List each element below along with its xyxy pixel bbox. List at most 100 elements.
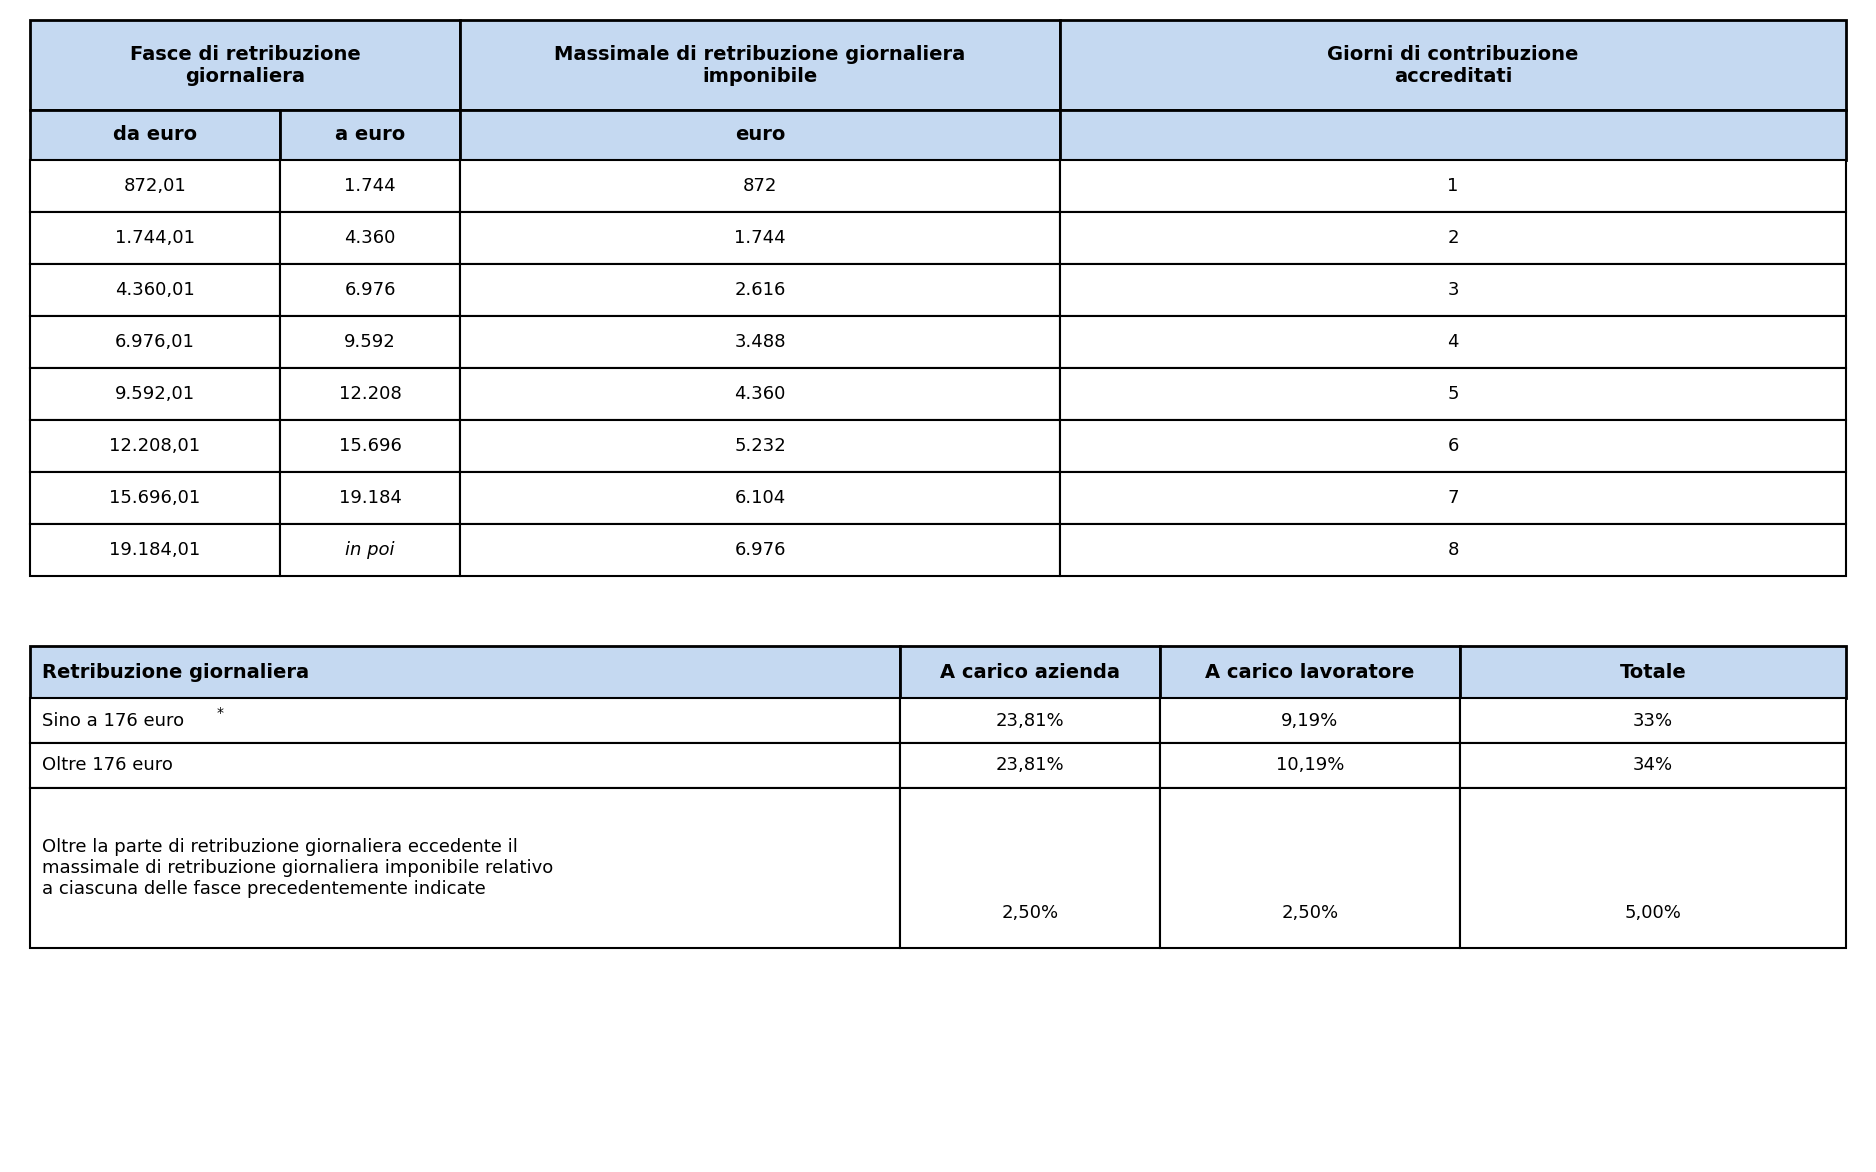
Bar (30, 20, 460, 110)
Bar (460, 212, 1060, 264)
Text: 5: 5 (1446, 384, 1460, 403)
Text: 3: 3 (1446, 281, 1460, 299)
Bar (1159, 743, 1460, 788)
Text: 15.696: 15.696 (338, 437, 401, 455)
Bar (1060, 316, 1846, 368)
Bar (30, 161, 280, 212)
Text: 12.208: 12.208 (340, 384, 401, 403)
Text: 19.184: 19.184 (338, 489, 401, 507)
Bar (460, 524, 1060, 575)
Bar (1460, 788, 1846, 948)
Bar (280, 524, 460, 575)
Text: a euro: a euro (336, 125, 405, 144)
Bar (30, 743, 900, 788)
Bar (460, 161, 1060, 212)
Bar (1060, 420, 1846, 472)
Text: 4.360,01: 4.360,01 (114, 281, 195, 299)
Bar (30, 420, 280, 472)
Bar (30, 264, 280, 316)
Text: 2,50%: 2,50% (1281, 904, 1339, 922)
Bar (280, 420, 460, 472)
Bar (280, 161, 460, 212)
Text: Retribuzione giornaliera: Retribuzione giornaliera (41, 662, 310, 681)
Text: Massimale di retribuzione giornaliera
imponibile: Massimale di retribuzione giornaliera im… (555, 45, 966, 86)
Bar (1060, 110, 1846, 161)
Text: A carico azienda: A carico azienda (940, 662, 1120, 681)
Bar (1460, 646, 1846, 699)
Bar (1159, 646, 1460, 699)
Text: 15.696,01: 15.696,01 (109, 489, 201, 507)
Bar (30, 646, 900, 699)
Bar (280, 368, 460, 420)
Bar (1460, 699, 1846, 743)
Bar (30, 368, 280, 420)
Text: 9.592,01: 9.592,01 (114, 384, 195, 403)
Bar (1460, 743, 1846, 788)
Text: Fasce di retribuzione
giornaliera: Fasce di retribuzione giornaliera (129, 45, 360, 86)
Bar (1060, 20, 1846, 110)
Text: 8: 8 (1446, 541, 1460, 559)
Text: da euro: da euro (113, 125, 197, 144)
Text: *: * (218, 706, 223, 720)
Bar (280, 212, 460, 264)
Bar (1060, 472, 1846, 524)
Text: 12.208,01: 12.208,01 (109, 437, 201, 455)
Bar (460, 264, 1060, 316)
Text: 1.744: 1.744 (734, 229, 786, 247)
Bar (460, 316, 1060, 368)
Text: in poi: in poi (345, 541, 394, 559)
Text: Giorni di contribuzione
accreditati: Giorni di contribuzione accreditati (1328, 45, 1580, 86)
Bar (1060, 212, 1846, 264)
Text: 2.616: 2.616 (734, 281, 786, 299)
Bar (1159, 788, 1460, 948)
Bar (1159, 699, 1460, 743)
Text: 5.232: 5.232 (734, 437, 786, 455)
Text: 1.744: 1.744 (343, 177, 396, 195)
Bar (460, 420, 1060, 472)
Text: 872: 872 (743, 177, 777, 195)
Bar (280, 110, 460, 161)
Bar (280, 316, 460, 368)
Text: 23,81%: 23,81% (996, 711, 1064, 729)
Text: 7: 7 (1446, 489, 1460, 507)
Text: 4.360: 4.360 (734, 384, 786, 403)
Bar (30, 110, 280, 161)
Text: 34%: 34% (1632, 756, 1673, 775)
Bar (280, 472, 460, 524)
Text: euro: euro (735, 125, 786, 144)
Bar (460, 20, 1060, 110)
Text: Oltre la parte di retribuzione giornaliera eccedente il
massimale di retribuzion: Oltre la parte di retribuzione giornalie… (41, 838, 553, 898)
Bar (30, 788, 900, 948)
Bar (1060, 264, 1846, 316)
Text: 4: 4 (1446, 333, 1460, 350)
Text: 3.488: 3.488 (734, 333, 786, 350)
Text: 9.592: 9.592 (343, 333, 396, 350)
Bar (30, 699, 900, 743)
Text: 2: 2 (1446, 229, 1460, 247)
Bar (1060, 161, 1846, 212)
Text: 6.104: 6.104 (734, 489, 786, 507)
Text: 6: 6 (1446, 437, 1460, 455)
Text: 9,19%: 9,19% (1281, 711, 1339, 729)
Text: Sino a 176 euro: Sino a 176 euro (41, 711, 184, 729)
Text: 1: 1 (1446, 177, 1460, 195)
Text: 6.976: 6.976 (734, 541, 786, 559)
Text: 23,81%: 23,81% (996, 756, 1064, 775)
Text: 4.360: 4.360 (345, 229, 396, 247)
Bar (30, 316, 280, 368)
Text: Totale: Totale (1619, 662, 1687, 681)
Bar (900, 646, 1159, 699)
Bar (30, 212, 280, 264)
Text: 6.976,01: 6.976,01 (114, 333, 195, 350)
Bar (30, 472, 280, 524)
Text: 872,01: 872,01 (124, 177, 186, 195)
Bar (280, 264, 460, 316)
Text: 1.744,01: 1.744,01 (114, 229, 195, 247)
Text: Oltre 176 euro: Oltre 176 euro (41, 756, 173, 775)
Bar (460, 368, 1060, 420)
Bar (30, 524, 280, 575)
Bar (900, 699, 1159, 743)
Bar (900, 743, 1159, 788)
Bar (460, 110, 1060, 161)
Bar (900, 788, 1159, 948)
